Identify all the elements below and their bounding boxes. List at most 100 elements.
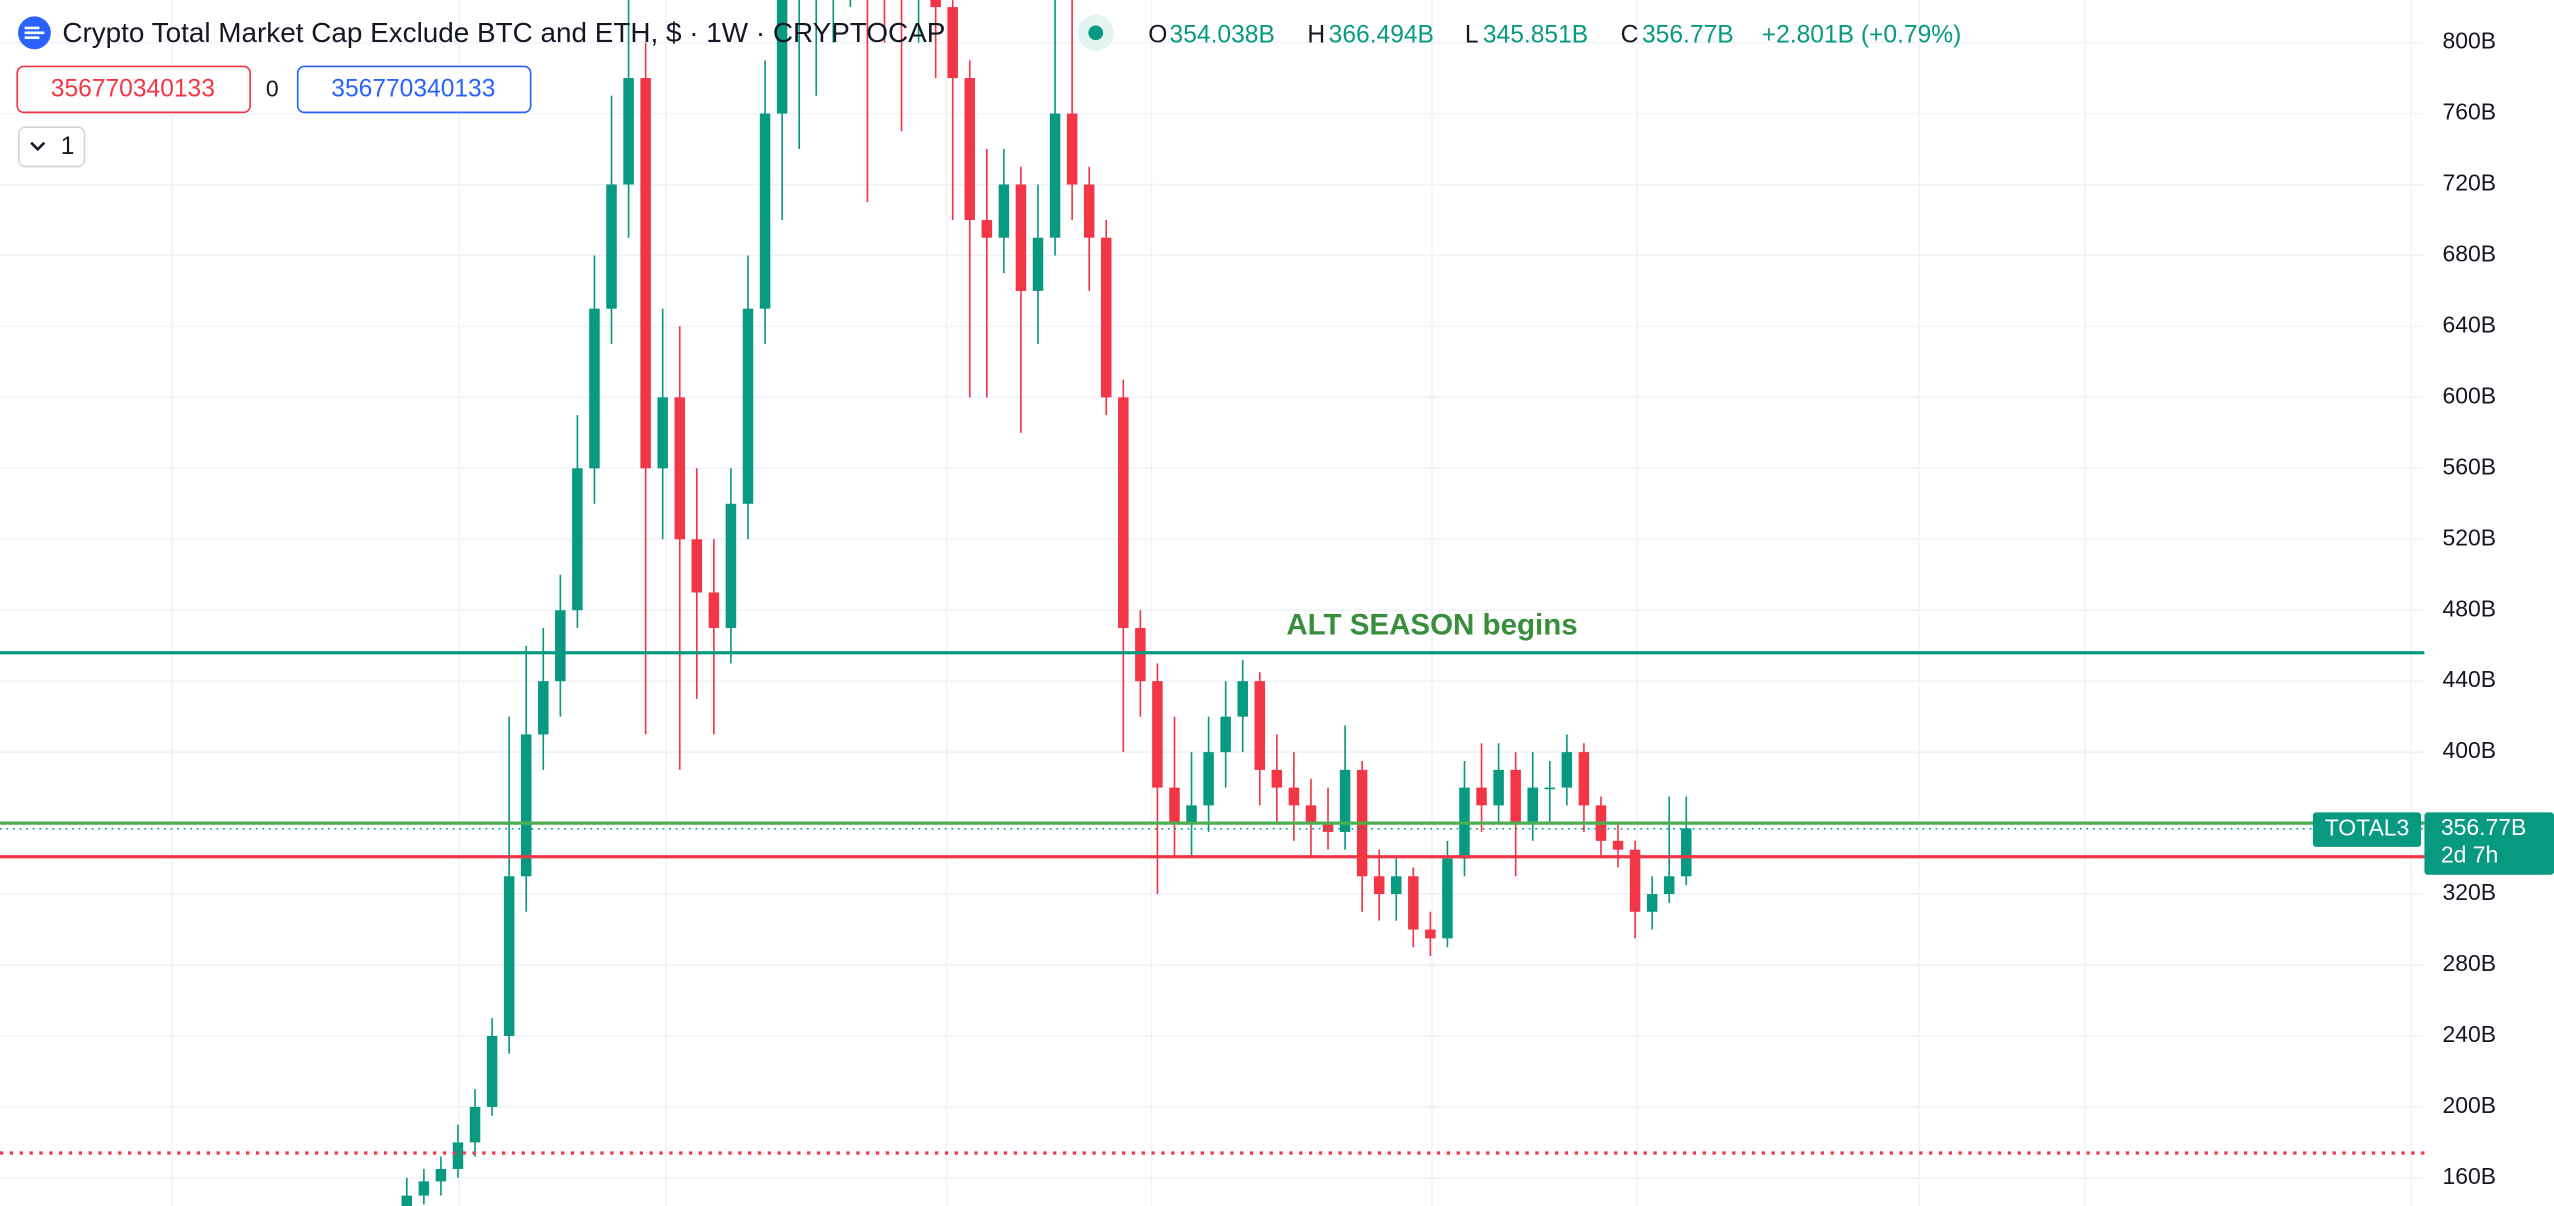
symbol-tag — [2312, 812, 2422, 847]
price-tag-countdown: 2d 7h — [2441, 842, 2498, 868]
candle-body — [1220, 716, 1231, 753]
candle-body — [1271, 769, 1283, 788]
legend-key: L — [1465, 22, 1479, 49]
y-tick-label: 240B — [2442, 1021, 2496, 1047]
candle-body — [520, 734, 532, 877]
candle-body — [1544, 787, 1556, 790]
legend-value: 366.494B — [1329, 22, 1434, 49]
candle-body — [1049, 113, 1061, 238]
y-tick-label: 600B — [2442, 382, 2496, 408]
candle-body — [640, 78, 651, 469]
icon-glyph — [24, 26, 45, 40]
candle-body — [589, 308, 600, 469]
price-grid — [0, 41, 2425, 1179]
candle-body — [1681, 828, 1692, 877]
candle-body — [1169, 787, 1180, 824]
candle-body — [486, 1035, 498, 1107]
price-tag-value: 356.77B — [2441, 814, 2527, 840]
input-value[interactable]: 356770340133 — [331, 76, 495, 103]
candle-body — [1322, 823, 1334, 832]
candle-body — [1237, 681, 1248, 717]
candle-body — [691, 539, 703, 593]
input-box[interactable] — [296, 65, 532, 114]
input-box[interactable] — [16, 65, 251, 114]
candle-body — [708, 592, 720, 628]
y-tick-label: 720B — [2442, 170, 2496, 196]
candle-body — [1425, 929, 1436, 939]
candle-body — [742, 308, 754, 504]
y-tick-label: 760B — [2442, 99, 2496, 125]
candle-body — [1066, 113, 1078, 185]
y-tick-label: 200B — [2442, 1092, 2496, 1118]
y-tick-label: 320B — [2442, 879, 2496, 905]
y-tick-label: 520B — [2442, 524, 2496, 550]
candle-body — [1254, 681, 1266, 770]
candle-body — [1527, 787, 1538, 824]
legend-change: +2.801B (+0.79%) — [1762, 22, 1962, 49]
candle-body — [776, 0, 788, 114]
y-tick-label: 680B — [2442, 241, 2496, 267]
candle-body — [930, 0, 941, 8]
candle-body — [1373, 876, 1385, 895]
status-dot — [1088, 25, 1104, 41]
candle-body — [1578, 752, 1590, 806]
y-tick-label: 640B — [2442, 311, 2496, 337]
candle-body — [1032, 237, 1044, 291]
chart-title: Crypto Total Market Cap Exclude BTC and … — [62, 17, 945, 48]
dropdown[interactable] — [18, 126, 86, 168]
legend-value: 354.038B — [1170, 22, 1275, 49]
candle-body — [759, 113, 771, 309]
candle-body — [555, 610, 566, 682]
price-axis: 160B200B240B280B320B360B400B440B480B520B… — [2442, 28, 2496, 1189]
candle-body — [606, 184, 617, 309]
candle-body — [1339, 769, 1351, 832]
candle-body — [452, 1142, 464, 1169]
header: Crypto Total Market Cap Exclude BTC and … — [16, 14, 1962, 168]
candle-body — [1442, 858, 1453, 939]
legend-key: C — [1621, 22, 1639, 49]
candle-body — [1083, 184, 1095, 238]
candle-body — [964, 78, 976, 220]
y-tick-label: 800B — [2442, 28, 2496, 54]
candle-body — [1118, 397, 1129, 628]
y-tick-label: 160B — [2442, 1163, 2496, 1189]
input-value[interactable]: 356770340133 — [51, 76, 215, 103]
candle-body — [1391, 876, 1402, 895]
candle-body — [1288, 787, 1300, 806]
candle-body — [1646, 894, 1658, 912]
price-tag-box — [2424, 812, 2554, 875]
chevron — [30, 141, 46, 152]
candle-body — [538, 681, 549, 735]
candle-body — [1186, 805, 1197, 824]
candle-body — [981, 219, 993, 238]
candle-body — [401, 1195, 413, 1206]
y-tick-label: 280B — [2442, 950, 2496, 976]
candle-body — [725, 503, 737, 628]
candle-body — [418, 1181, 430, 1196]
candle-body — [1629, 849, 1641, 912]
candle-body — [435, 1168, 447, 1182]
input-separator: 0 — [266, 75, 279, 101]
legend-key: O — [1148, 22, 1167, 49]
legend-key: H — [1307, 22, 1325, 49]
dropdown-value[interactable]: 1 — [61, 133, 75, 160]
candle-body — [657, 397, 668, 469]
y-tick-label: 560B — [2442, 453, 2496, 479]
candle-body — [1493, 769, 1504, 806]
legend-value: 345.851B — [1483, 22, 1588, 49]
candle-body — [1203, 752, 1214, 806]
symbol-label: TOTAL3 — [2325, 815, 2410, 841]
candle-body — [998, 184, 1010, 238]
candle-body — [1561, 752, 1573, 788]
candle-body — [1663, 876, 1675, 895]
y-tick-label: 440B — [2442, 666, 2496, 692]
y-tick-label: 480B — [2442, 595, 2496, 621]
candle-body — [1612, 840, 1624, 850]
candle-body — [1135, 627, 1146, 682]
candle-body — [947, 7, 958, 79]
candles — [401, 0, 1692, 1206]
time-grid — [171, 0, 2413, 1206]
